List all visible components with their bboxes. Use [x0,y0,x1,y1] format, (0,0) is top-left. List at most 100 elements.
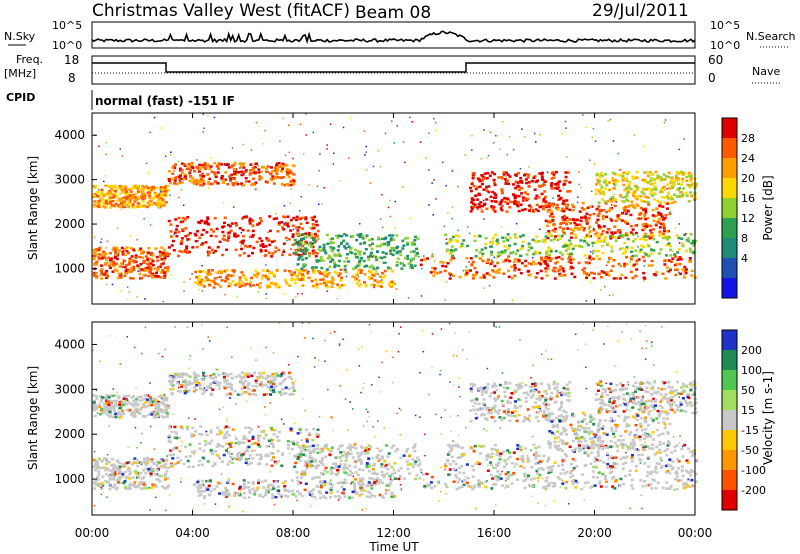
heatmap-cell [548,253,551,257]
heatmap-cell [198,278,202,281]
heatmap-cell [145,405,148,408]
heatmap-cell [181,221,183,224]
heatmap-cell [369,254,373,257]
heatmap-cell [385,484,389,487]
heatmap-cell [157,461,161,464]
heatmap-cell [129,267,133,270]
heatmap-cell [353,465,357,468]
heatmap-cell [395,251,399,255]
colorbar-segment [722,118,737,139]
heatmap-cell [290,188,292,190]
heatmap-cell [489,262,493,266]
heatmap-cell [562,209,566,213]
heatmap-cell [96,476,100,479]
heatmap-cell [203,220,207,224]
heatmap-cell [270,439,274,442]
heatmap-cell [625,177,628,181]
heatmap-cell [360,450,364,454]
heatmap-cell [256,223,260,226]
heatmap-cell [98,189,100,191]
heatmap-cell [534,262,538,266]
heatmap-cell [345,264,347,266]
heatmap-cell [482,275,486,278]
heatmap-cell [195,178,199,182]
heatmap-cell [480,208,483,211]
heatmap-cell [333,270,337,273]
heatmap-cell [303,242,307,245]
heatmap-cell [170,465,174,468]
heatmap-cell [277,161,281,165]
heatmap-cell [645,196,649,199]
heatmap-cell [227,231,231,234]
heatmap-cell [97,466,101,470]
heatmap-cell [94,261,98,265]
heatmap-cell [371,467,375,471]
heatmap-cell [204,276,208,279]
heatmap-cell [604,173,608,176]
heatmap-cell [664,277,668,280]
heatmap-cell [480,210,484,213]
heatmap-cell [484,237,488,240]
heatmap-cell [268,375,272,378]
heatmap-cell [527,249,531,252]
heatmap-cell [212,488,216,491]
heatmap-cell [457,478,461,481]
heatmap-cell [201,378,205,382]
heatmap-cell [206,278,210,282]
heatmap-cell [268,272,272,275]
heatmap-cell [539,134,541,136]
heatmap-cell [298,271,302,275]
heatmap-cell [530,246,533,250]
heatmap-cell [484,242,488,246]
heatmap-cell [308,232,311,235]
heatmap-cell [94,184,97,188]
heatmap-cell [608,181,611,184]
heatmap-cell [219,285,223,288]
heatmap-cell [555,206,558,210]
heatmap-cell [126,251,130,255]
heatmap-cell [171,457,175,460]
heatmap-cell [223,221,226,225]
heatmap-cell [311,218,315,221]
heatmap-cell [629,270,633,274]
heatmap-cell [214,252,216,254]
heatmap-cell [405,236,409,240]
heatmap-cell [571,266,575,270]
heatmap-cell [563,244,567,248]
heatmap-cell [261,274,265,277]
heatmap-cell [604,235,608,239]
heatmap-cell [364,465,368,469]
heatmap-cell [641,485,645,488]
heatmap-cell [226,164,228,166]
heatmap-cell [280,494,284,497]
heatmap-cell [539,228,541,230]
heatmap-cell [180,237,184,240]
heatmap-cell [456,240,460,243]
heatmap-cell [128,259,132,262]
heatmap-cell [96,461,99,464]
heatmap-cell [475,249,478,252]
heatmap-cell [524,259,528,263]
heatmap-cell [455,487,459,491]
heatmap-cell [457,229,459,232]
heatmap-cell [101,475,105,479]
heatmap-cell [149,472,153,475]
heatmap-cell [672,180,676,183]
heatmap-cell [333,253,337,256]
heatmap-cell [503,245,507,248]
heatmap-cell [606,260,610,264]
heatmap-cell [239,380,243,383]
heatmap-cell [258,178,262,181]
heatmap-cell [146,191,150,195]
colorbar-segment [722,138,737,159]
heatmap-cell [598,227,601,230]
heatmap-cell [289,229,293,232]
heatmap-cell [426,257,429,260]
heatmap-cell [639,206,643,210]
heatmap-cell [304,482,308,485]
heatmap-cell [581,201,585,205]
heatmap-cell [500,188,504,191]
heatmap-cell [149,466,153,469]
heatmap-cell [171,384,175,387]
heatmap-cell [165,399,168,402]
